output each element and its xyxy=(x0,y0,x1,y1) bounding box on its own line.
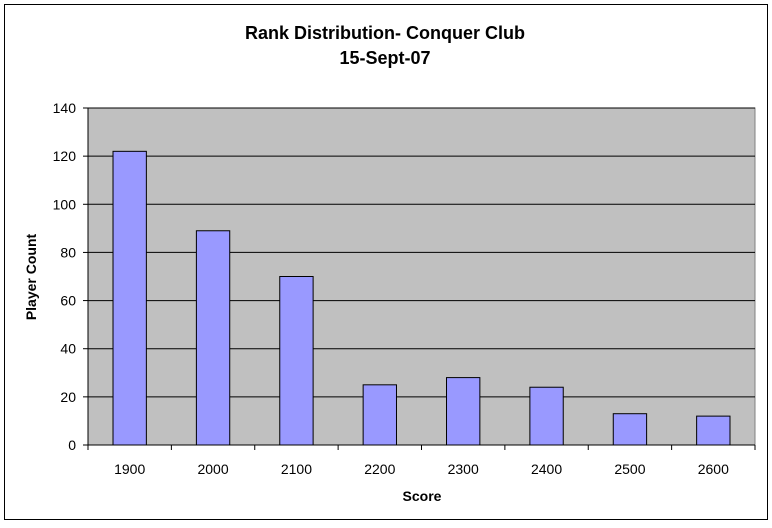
bar xyxy=(612,413,648,446)
chart-subtitle: 15-Sept-07 xyxy=(339,48,430,68)
plot-area xyxy=(87,107,756,446)
y-tick-label: 20 xyxy=(60,389,76,405)
y-tick-label: 120 xyxy=(53,148,77,164)
bar xyxy=(195,230,231,446)
x-tick-label: 2500 xyxy=(614,461,645,477)
bar xyxy=(279,276,314,446)
x-tick-label: 2200 xyxy=(364,461,395,477)
y-axis-title: Player Count xyxy=(23,233,39,320)
x-tick-label: 2600 xyxy=(698,461,729,477)
axes xyxy=(83,107,756,450)
y-tick-label: 140 xyxy=(53,100,77,116)
x-tick-label: 2000 xyxy=(197,461,228,477)
bar xyxy=(112,150,147,446)
x-tick-label: 2300 xyxy=(448,461,479,477)
bar-chart: Rank Distribution- Conquer Club 15-Sept-… xyxy=(23,23,756,504)
x-tick-label: 2100 xyxy=(281,461,312,477)
bar xyxy=(446,377,481,446)
x-tick-labels: 1900 2000 2100 2200 2300 2400 2500 2600 xyxy=(114,461,729,477)
y-tick-label: 80 xyxy=(60,244,76,260)
x-axis-title: Score xyxy=(403,488,442,504)
chart-frame: Rank Distribution- Conquer Club 15-Sept-… xyxy=(4,4,768,520)
bars xyxy=(112,150,731,446)
y-tick-label: 0 xyxy=(68,437,76,453)
y-tick-label: 60 xyxy=(60,293,76,309)
bar xyxy=(696,415,731,446)
bar xyxy=(362,384,397,446)
y-tick-labels: 0 20 40 60 80 100 120 140 xyxy=(53,100,77,453)
x-tick-label: 2400 xyxy=(531,461,562,477)
y-tick-label: 100 xyxy=(53,196,77,212)
bar xyxy=(529,386,564,446)
x-tick-label: 1900 xyxy=(114,461,145,477)
chart-title: Rank Distribution- Conquer Club xyxy=(245,23,525,43)
y-tick-label: 40 xyxy=(60,341,76,357)
